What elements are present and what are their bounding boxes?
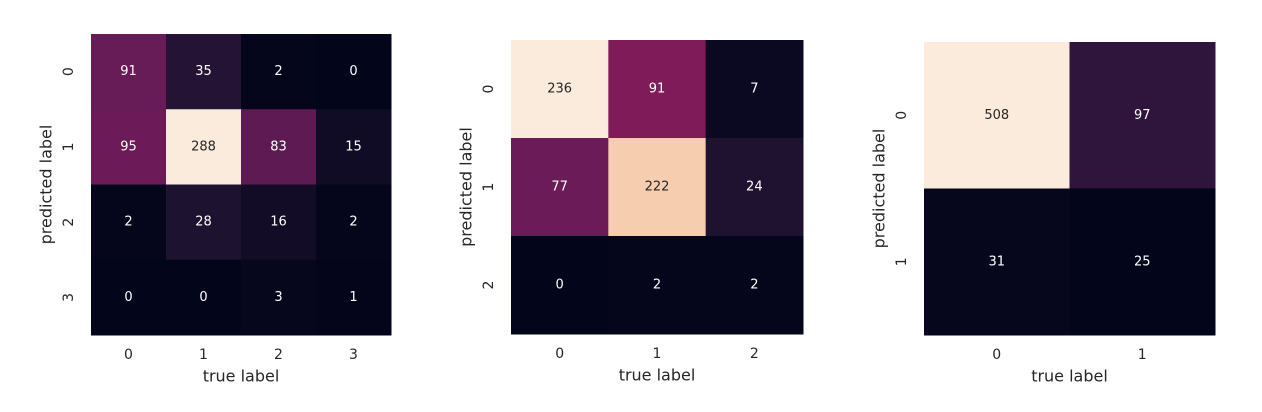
cell-value-label-r1-c0: 31 — [988, 254, 1005, 269]
x-tick-label-1: 1 — [1138, 347, 1147, 363]
cell-value-label-r0-c3: 0 — [349, 64, 357, 79]
cell-value-label-r1-c1: 25 — [1134, 254, 1151, 269]
heatmap-cell-r2-c2 — [241, 184, 317, 261]
x-tick-label-2: 2 — [274, 347, 283, 363]
y-tick-label-0: 0 — [481, 85, 497, 94]
heatmap-cell-r3-c1 — [166, 259, 242, 336]
y-tick-label-2: 2 — [481, 281, 497, 290]
cell-value-label-r1-c2: 83 — [270, 139, 287, 154]
y-tick-label-1: 1 — [894, 257, 910, 266]
cell-value-label-r0-c2: 7 — [750, 82, 758, 97]
heatmap-cell-r1-c1 — [166, 109, 242, 185]
x-axis-label: true label — [203, 367, 280, 386]
heatmap-panel-4-class: 91 35 2 0 95 288 83 15 2 28 16 2 0 0 3 1 0 1 2 3 0 1 2 3 true la… — [37, 34, 392, 386]
cell-value-label-r0-c0: 236 — [547, 82, 572, 97]
cell-value-label-r1-c2: 24 — [746, 180, 763, 195]
cell-value-label-r0-c1: 35 — [195, 64, 212, 79]
y-tick-label-1: 1 — [61, 142, 77, 151]
heatmap-cell-r3-c3 — [316, 259, 392, 336]
heatmap-cell-r1-c3 — [316, 109, 392, 185]
y-axis-label: predicted label — [457, 127, 476, 247]
cell-value-label-r0-c2: 2 — [274, 64, 282, 79]
cell-value-label-r1-c3: 15 — [345, 139, 362, 154]
cell-value-label-r2-c1: 28 — [195, 215, 212, 230]
heatmap-cell-r0-c2 — [241, 34, 317, 110]
heatmap-cell-r2-c1 — [166, 184, 242, 261]
cell-value-label-r0-c0: 508 — [984, 108, 1009, 123]
cell-value-label-r2-c2: 16 — [270, 215, 287, 230]
heatmap-cell-r0-c0 — [511, 40, 609, 139]
heatmap-cell-r2-c0 — [511, 236, 609, 335]
cell-value-label-r0-c1: 91 — [649, 82, 666, 97]
y-tick-label-2: 2 — [61, 218, 77, 227]
cell-value-label-r2-c1: 2 — [653, 278, 661, 293]
cell-value-label-r0-c0: 91 — [120, 64, 137, 79]
cell-value-label-r2-c0: 2 — [124, 215, 132, 230]
y-axis-label: predicted label — [870, 129, 889, 249]
heatmap-panel-2-class: 508 97 31 25 0 1 0 1 true label predicted label — [870, 42, 1216, 386]
cell-value-label-r0-c1: 97 — [1134, 108, 1151, 123]
heatmap-cell-r1-c0 — [91, 109, 167, 185]
cell-value-label-r1-c0: 77 — [551, 180, 568, 195]
cell-value-label-r1-c1: 222 — [645, 180, 670, 195]
y-tick-label-0: 0 — [894, 111, 910, 120]
cell-value-label-r1-c1: 288 — [191, 139, 216, 154]
y-tick-label-3: 3 — [61, 293, 77, 302]
heatmap-cell-r0-c1 — [166, 34, 242, 110]
y-axis-label: predicted label — [37, 125, 56, 245]
y-tick-label-1: 1 — [481, 183, 497, 192]
y-tick-label-0: 0 — [61, 67, 77, 76]
heatmap-cell-r1-c1 — [1069, 188, 1216, 336]
x-tick-label-0: 0 — [124, 347, 133, 363]
heatmap-cell-r2-c3 — [316, 184, 392, 261]
x-tick-label-0: 0 — [992, 347, 1001, 363]
cell-value-label-r2-c0: 0 — [556, 278, 564, 293]
heatmap-cell-r1-c0 — [924, 188, 1070, 336]
heatmap-cell-r3-c0 — [91, 259, 167, 336]
cell-value-label-r2-c2: 2 — [750, 278, 758, 293]
x-axis-label: true label — [1031, 367, 1108, 386]
cell-value-label-r3-c1: 0 — [199, 290, 207, 305]
x-tick-label-0: 0 — [555, 346, 564, 362]
heatmap-cell-r1-c1 — [608, 138, 707, 237]
heatmap-cell-r0-c0 — [91, 34, 167, 110]
x-axis-label: true label — [619, 366, 696, 385]
cell-value-label-r3-c0: 0 — [124, 290, 132, 305]
x-tick-label-2: 2 — [750, 346, 759, 362]
heatmap-cell-r0-c3 — [316, 34, 392, 110]
heatmap-cell-r2-c0 — [91, 184, 167, 261]
heatmap-cell-r0-c1 — [1069, 42, 1216, 189]
cell-value-label-r3-c2: 3 — [274, 290, 282, 305]
heatmap-cell-r2-c1 — [608, 236, 707, 335]
x-tick-label-1: 1 — [199, 347, 208, 363]
cell-value-label-r1-c0: 95 — [120, 139, 137, 154]
heatmap-cell-r3-c2 — [241, 259, 317, 336]
x-tick-label-1: 1 — [653, 346, 662, 362]
heatmap-cell-r0-c1 — [608, 40, 707, 139]
cell-value-label-r3-c3: 1 — [349, 290, 357, 305]
heatmap-cell-r1-c0 — [511, 138, 609, 237]
heatmap-cell-r1-c2 — [241, 109, 317, 185]
cell-value-label-r2-c3: 2 — [349, 215, 357, 230]
heatmap-cell-r2-c2 — [705, 236, 804, 335]
x-tick-label-3: 3 — [349, 347, 358, 363]
heatmap-cell-r0-c2 — [705, 40, 804, 139]
heatmap-cell-r1-c2 — [705, 138, 804, 237]
heatmap-cell-r0-c0 — [924, 42, 1070, 189]
